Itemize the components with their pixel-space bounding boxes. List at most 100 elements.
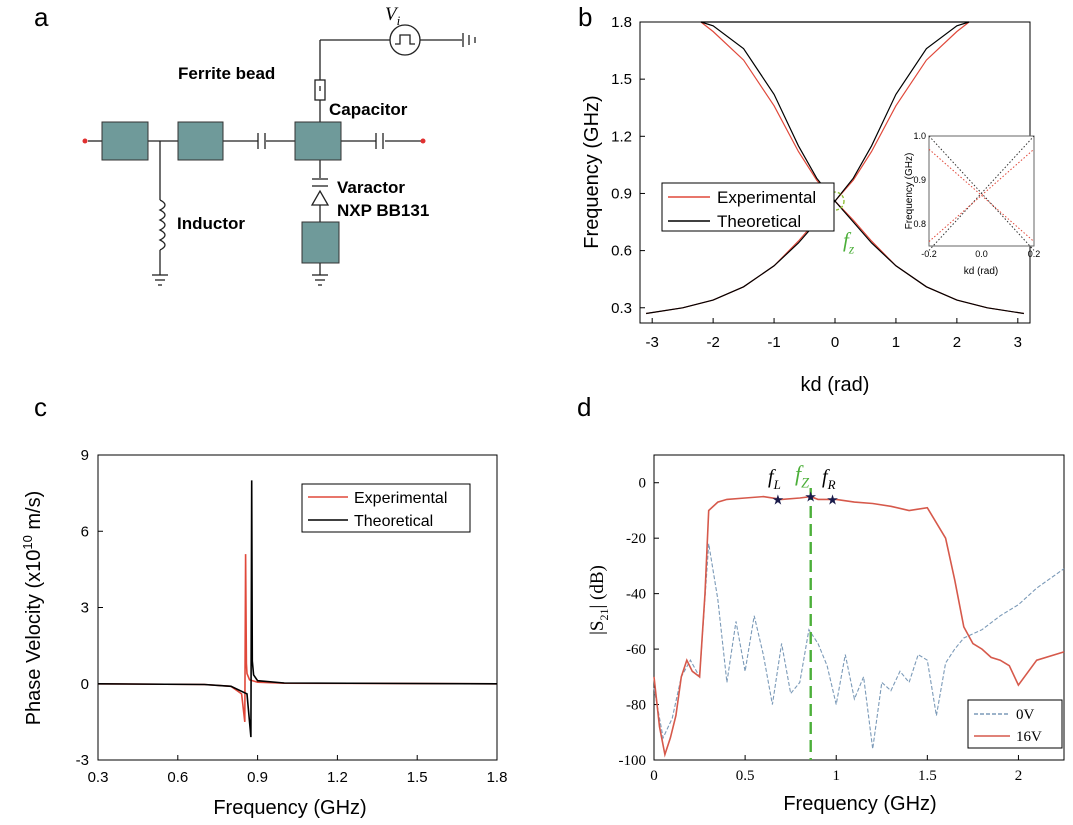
- y-tick-label-b: 1.2: [611, 128, 632, 145]
- y-tick-label-d: -80: [626, 698, 646, 714]
- x-tick-label-b: 2: [953, 334, 961, 351]
- legend-box-c: [301, 483, 471, 533]
- y-tick-label-b: 0.9: [611, 185, 632, 202]
- series-line-theoretical-lower_branch-left: [646, 200, 836, 315]
- x-tick-label-c: 1.8: [487, 769, 508, 786]
- series-line-16v-d: [653, 495, 1065, 758]
- inductor-label: Inductor: [177, 214, 245, 233]
- marker-star-2: ★: [826, 491, 839, 507]
- inset-line-experimental-1: [928, 148, 1035, 242]
- x-tick-label-b: 1: [892, 334, 900, 351]
- x-tick-label-d: 1.5: [918, 768, 937, 784]
- plot-frame-b: [639, 21, 1031, 324]
- circuit-schematic: Vi Ferrite bead Capacitor Varactor NXP B…: [82, 4, 476, 286]
- ferrite-bead-label: Ferrite bead: [178, 64, 275, 83]
- fz-circle-b: [825, 191, 845, 211]
- series-line-0v-d: [653, 543, 1065, 749]
- x-tick-label-b: -2: [706, 334, 719, 351]
- plot-frame-d: [653, 454, 1065, 761]
- x-tick-label-c: 0.6: [167, 769, 188, 786]
- fz-label-d: fZ: [795, 461, 810, 492]
- y-tick-label-b: 0.3: [611, 300, 632, 317]
- y-tick-label-d: -100: [619, 753, 647, 769]
- x-tick-label-d: 2: [1015, 768, 1023, 784]
- inset-frame-b: [928, 135, 1035, 247]
- inset-line-experimental-2: [928, 148, 1035, 242]
- transmission-line-block-1: [101, 121, 149, 161]
- transmission-line-block-2: [177, 121, 224, 161]
- x-tick-label-c: 0.3: [88, 769, 109, 786]
- legend-box-b: [661, 182, 835, 232]
- inset-y-tick-label: 0.9: [913, 175, 926, 185]
- inset-x-tick-label: -0.2: [921, 249, 937, 259]
- port-right: [420, 138, 426, 144]
- legend-label-16v-d: 16V: [1016, 729, 1042, 745]
- inset-line-theoretical-1: [928, 135, 1035, 251]
- series-line-theoretical-c: [97, 480, 498, 738]
- series-line-experimental-lower_branch-left: [646, 200, 836, 315]
- varactor-label: Varactor: [337, 178, 405, 197]
- transmission-line-block-3: [294, 121, 342, 161]
- x-tick-label-b: 0: [831, 334, 839, 351]
- x-axis-title-b: kd (rad): [801, 374, 870, 396]
- inset-y-tick-label: 0.8: [913, 219, 926, 229]
- y-tick-label-d: 0: [639, 476, 647, 492]
- source-label: Vi: [385, 4, 401, 28]
- x-tick-label-c: 1.2: [327, 769, 348, 786]
- y-tick-label-c: -3: [76, 752, 89, 769]
- series-line-theoretical-upper_branch-right: [834, 21, 970, 202]
- y-tick-label-b: 1.8: [611, 14, 632, 31]
- inset-x-tick-label: 0.2: [1028, 249, 1041, 259]
- series-line-theoretical-lower_branch-right: [834, 200, 1024, 315]
- x-axis-title-c: Frequency (GHz): [213, 797, 366, 819]
- x-tick-label-b: -1: [767, 334, 780, 351]
- x-tick-label-c: 0.9: [247, 769, 268, 786]
- inset-y-tick-label: 1.0: [913, 131, 926, 141]
- y-axis-title-c: Phase Velocity (x1010 m/s): [20, 491, 45, 726]
- fz-label-b: fz: [843, 228, 855, 256]
- y-tick-label-c: 6: [81, 523, 89, 540]
- x-tick-label-d: 0: [650, 768, 658, 784]
- y-axis-title-d: |S21| (dB): [587, 565, 611, 635]
- inset-line-theoretical-2: [928, 135, 1035, 251]
- series-line-experimental-upper_branch-right: [834, 21, 970, 202]
- panel-letter-d: d: [577, 392, 592, 422]
- port-left: [82, 138, 88, 144]
- marker-star-0: ★: [772, 491, 785, 507]
- y-tick-label-c: 3: [81, 600, 89, 617]
- series-line-experimental-c: [97, 554, 498, 722]
- x-tick-label-b: 3: [1014, 334, 1022, 351]
- y-tick-label-b: 0.6: [611, 243, 632, 260]
- legend-label-experimental-c: Experimental: [354, 490, 447, 507]
- panel-letter-c: c: [34, 392, 47, 422]
- x-tick-label-d: 1: [832, 768, 840, 784]
- x-tick-label-d: 0.5: [736, 768, 755, 784]
- x-tick-label-c: 1.5: [407, 769, 428, 786]
- panel-letter-b: b: [578, 2, 593, 32]
- legend-label-theoretical-c: Theoretical: [354, 513, 433, 530]
- y-axis-title-b: Frequency (GHz): [581, 95, 603, 248]
- series-line-theoretical-upper_branch-left: [700, 21, 836, 202]
- y-tick-label-c: 0: [81, 676, 89, 693]
- x-axis-title-d: Frequency (GHz): [783, 793, 936, 815]
- panel-letter-a: a: [34, 2, 49, 32]
- marker-star-1: ★: [804, 489, 817, 505]
- varactor-part-label: NXP BB131: [337, 201, 429, 220]
- x-tick-label-b: -3: [646, 334, 659, 351]
- legend-box-d: [967, 699, 1063, 749]
- series-line-experimental-lower_branch-right: [834, 200, 1024, 315]
- transmission-line-block-4: [301, 221, 340, 264]
- y-tick-label-d: -20: [626, 531, 646, 547]
- legend-label-0v-d: 0V: [1016, 707, 1035, 723]
- legend-label-experimental-b: Experimental: [717, 188, 816, 207]
- y-tick-label-c: 9: [81, 447, 89, 464]
- legend-label-theoretical-b: Theoretical: [717, 212, 801, 231]
- series-line-experimental-upper_branch-left: [700, 21, 836, 202]
- fl-label-d: fL: [768, 466, 781, 492]
- capacitor-label: Capacitor: [329, 100, 408, 119]
- fr-label-d: fR: [822, 466, 836, 492]
- inset-x-tick-label: 0.0: [975, 249, 988, 259]
- plot-frame-c: [97, 454, 498, 761]
- y-tick-label-d: -60: [626, 642, 646, 658]
- y-tick-label-d: -40: [626, 587, 646, 603]
